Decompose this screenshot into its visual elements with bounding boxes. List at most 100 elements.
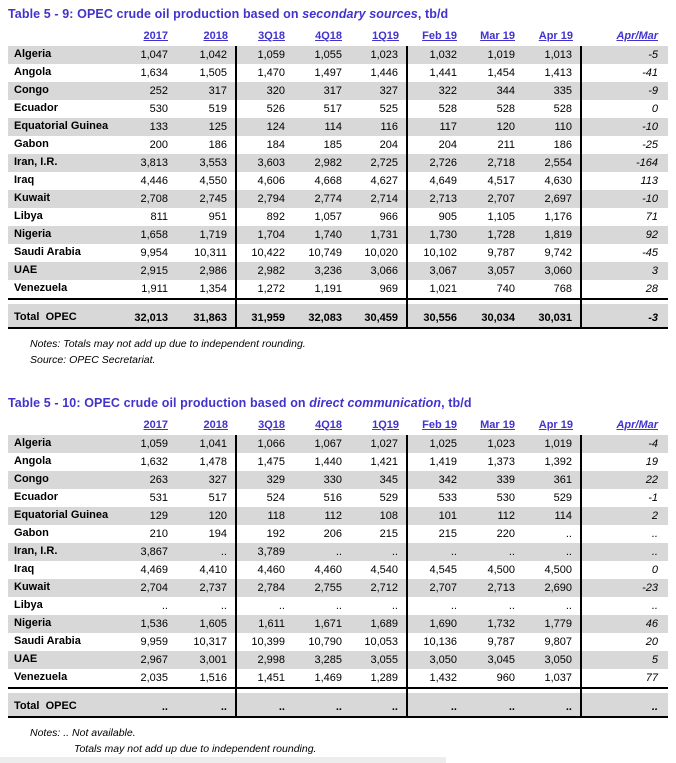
value-cell: 1,037 xyxy=(523,668,582,689)
value-cell: -10 xyxy=(581,190,668,208)
value-cell: 9,954 xyxy=(140,247,168,259)
column-header: 2017 xyxy=(143,418,168,431)
value-cell: 1,023 xyxy=(465,434,523,453)
production-table-direct-communication: 2017 2018 3Q18 4Q18 1Q19 Feb 19 Mar 19 Apr 19 Ap… xyxy=(8,419,668,718)
table-row: Libya.................. xyxy=(8,596,668,615)
value-cell: 329 xyxy=(236,470,293,489)
value-cell: 185 xyxy=(323,139,342,151)
column-header: 4Q18 xyxy=(315,30,342,42)
value-cell: .. xyxy=(651,599,658,612)
value-cell: 1,454 xyxy=(487,67,515,79)
country-cell: Libya xyxy=(14,598,43,611)
value-cell: 2,697 xyxy=(523,190,582,208)
table-title: Table 5 - 10: OPEC crude oil production … xyxy=(8,396,676,410)
value-cell: 206 xyxy=(323,527,342,540)
value-cell: 4,606 xyxy=(257,175,285,187)
total-label: Total OPEC xyxy=(8,304,114,329)
value-cell: 1,421 xyxy=(350,452,408,471)
value-cell: 1,105 xyxy=(487,211,515,223)
column-header: 1Q19 xyxy=(372,418,399,431)
value-cell: 1,059 xyxy=(236,46,293,64)
country-cell: Saudi Arabia xyxy=(14,246,81,258)
value-cell: 342 xyxy=(407,470,465,489)
value-cell: 2,774 xyxy=(293,190,350,208)
country-cell: Ecuador xyxy=(14,490,59,503)
table-row: Kuwait 2,708 2,745 2,794 2,774 2,714 2,713 2,70… xyxy=(8,190,668,208)
value-cell: 3,066 xyxy=(350,262,408,280)
table-row: Angola 1,634 1,505 1,470 1,497 1,446 1,441 1,45… xyxy=(8,64,668,82)
value-cell: 1,041 xyxy=(176,434,237,453)
value-cell: 1,704 xyxy=(236,226,293,244)
table-row: Kuwait 2,704 2,737 2,784 2,755 2,712 2,707 2,71… xyxy=(8,578,668,597)
column-header: Mar 19 xyxy=(480,418,515,431)
value-cell: 1,497 xyxy=(314,67,342,79)
value-cell: 1,272 xyxy=(236,280,293,300)
country-cell: Congo xyxy=(8,470,114,489)
value-cell: 1,032 xyxy=(407,46,465,64)
country-cell: Nigeria xyxy=(8,614,114,633)
total-value-cell: .. xyxy=(581,692,668,718)
value-cell: 113 xyxy=(640,175,658,187)
country-cell: Gabon xyxy=(14,138,49,150)
column-header: Apr 19 xyxy=(538,418,573,431)
value-cell: .. xyxy=(176,596,237,615)
value-cell: .. xyxy=(293,542,350,561)
value-cell: 186 xyxy=(176,136,237,154)
value-cell: 4,500 xyxy=(523,560,582,579)
value-cell: 320 xyxy=(236,82,293,100)
value-cell: 252 xyxy=(114,82,176,100)
title-suffix: , tb/d xyxy=(441,395,472,410)
value-cell: 3,050 xyxy=(523,650,582,669)
value-cell: 263 xyxy=(114,470,176,489)
value-cell: 4,446 xyxy=(140,175,168,187)
value-cell: -25 xyxy=(642,139,658,151)
value-cell: 9,959 xyxy=(140,635,168,648)
value-cell: 2,982 xyxy=(236,262,293,280)
value-cell: 529 xyxy=(350,488,408,507)
value-cell: 2,986 xyxy=(176,262,237,280)
value-cell: 2,998 xyxy=(236,650,293,669)
value-cell: 192 xyxy=(266,527,285,540)
table-row: Iraq 4,446 4,550 4,606 4,668 4,627 4,649 4,517 4… xyxy=(8,172,668,190)
value-cell: 951 xyxy=(176,208,237,226)
country-cell: Angola xyxy=(14,454,52,467)
value-cell: 19 xyxy=(645,455,658,468)
value-cell: 2,755 xyxy=(293,578,350,597)
table-section-secondary-sources: Table 5 - 9: OPEC crude oil production b… xyxy=(0,7,676,369)
value-cell: 4,668 xyxy=(314,175,342,187)
total-value-cell: .. xyxy=(293,692,350,718)
value-cell: 2,707 xyxy=(407,578,465,597)
value-cell: 2,745 xyxy=(176,190,237,208)
value-cell: 3,236 xyxy=(293,262,350,280)
table-row: Congo 252 317 320 317 327 322 344 335 -9 xyxy=(8,82,668,100)
table-row: Nigeria 1,536 1,605 1,611 1,671 1,689 1,690 1,7… xyxy=(8,614,668,633)
value-cell: 5 xyxy=(581,650,668,669)
value-cell: 517 xyxy=(176,488,237,507)
country-cell: Kuwait xyxy=(8,190,114,208)
value-cell: 3,001 xyxy=(176,650,237,669)
total-value-cell: 30,031 xyxy=(523,304,582,329)
value-cell: 528 xyxy=(438,103,457,115)
country-cell: Libya xyxy=(14,210,43,222)
value-cell: 2,035 xyxy=(114,668,176,689)
value-cell: .. xyxy=(278,599,285,612)
spacer-cell xyxy=(350,687,408,693)
value-cell: 322 xyxy=(407,82,465,100)
value-cell: 1,289 xyxy=(350,668,408,689)
value-cell: 2,554 xyxy=(523,154,582,172)
value-cell: 740 xyxy=(465,280,523,300)
total-value-cell: .. xyxy=(350,692,408,718)
country-cell: Angola xyxy=(14,66,52,78)
country-cell: Venezuela xyxy=(8,280,114,300)
value-cell: 101 xyxy=(407,506,465,525)
country-cell: Iraq xyxy=(14,174,35,186)
value-cell: 220 xyxy=(496,527,515,540)
country-cell: Algeria xyxy=(8,46,114,64)
value-cell: 2,707 xyxy=(465,190,523,208)
value-cell: -45 xyxy=(642,247,658,259)
value-cell: -41 xyxy=(642,67,658,79)
table-row: Iran, I.R. 3,867.. 3,789............ xyxy=(8,542,668,561)
total-value-cell: 30,034 xyxy=(465,304,523,329)
value-cell: .. xyxy=(161,599,168,612)
country-cell: Congo xyxy=(8,82,114,100)
